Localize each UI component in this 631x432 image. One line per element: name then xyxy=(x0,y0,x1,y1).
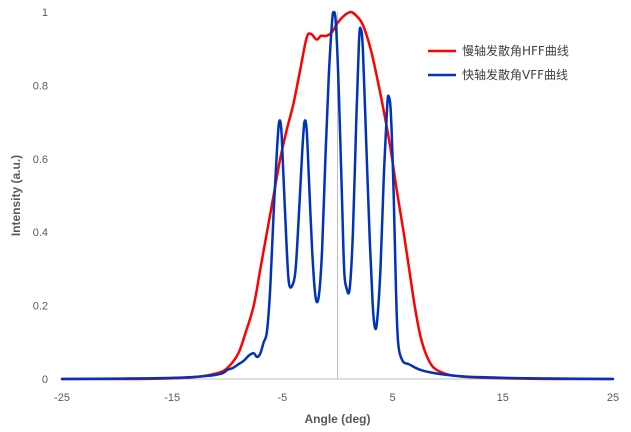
y-tick-label: 0.6 xyxy=(33,154,48,166)
x-tick-label: -25 xyxy=(54,392,70,404)
x-tick-label: -5 xyxy=(278,392,288,404)
x-tick-label: 5 xyxy=(390,392,396,404)
series-line-vff xyxy=(60,10,615,381)
y-tick-label: 0.2 xyxy=(33,301,48,313)
y-tick-label: 0.8 xyxy=(33,80,48,92)
y-tick-label: 0.4 xyxy=(33,227,48,239)
legend-label: 慢轴发散角HFF曲线 xyxy=(462,43,569,58)
x-tick-label: 15 xyxy=(497,392,509,404)
y-tick-label: 1 xyxy=(42,7,48,19)
y-tick-label: 0 xyxy=(42,374,48,386)
y-axis-title: Intensity (a.u.) xyxy=(9,155,23,236)
x-axis-title: Angle (deg) xyxy=(305,412,371,426)
axes-layer: -25 -15 -5 5 15 25 0 0.2 0.4 0.6 0.8 1 xyxy=(33,7,619,404)
series-line-hff xyxy=(60,10,615,381)
series-layer xyxy=(60,10,615,381)
x-tick-label: -15 xyxy=(164,392,180,404)
legend-label: 快轴发散角VFF曲线 xyxy=(462,67,568,82)
x-tick-label: 25 xyxy=(607,392,619,404)
